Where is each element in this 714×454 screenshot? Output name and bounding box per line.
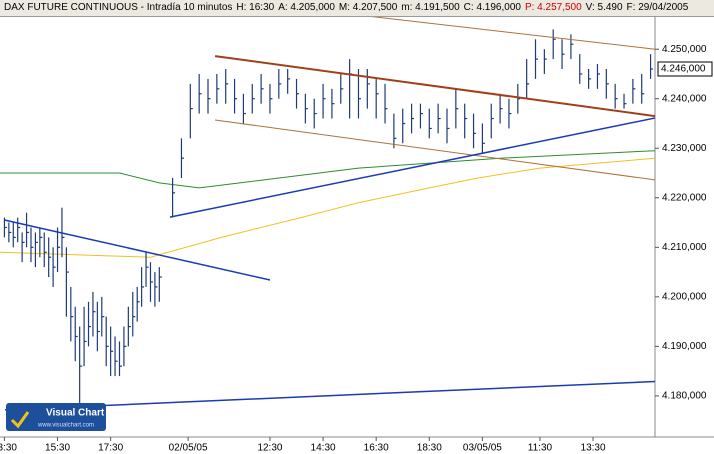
moving-average	[0, 150, 655, 189]
x-tick-label: 11:30	[528, 443, 553, 454]
last-price-box	[657, 61, 713, 77]
x-tick-label: 15:30	[45, 443, 70, 454]
x-tick-label: 17:30	[98, 443, 123, 454]
header-item: M: 4.207,500	[338, 2, 398, 13]
logo-box	[6, 403, 106, 431]
y-tick-label: 4.240,000	[662, 93, 707, 104]
y-tick-label: 4.200,000	[662, 291, 707, 302]
y-tick-label: 4.250,000	[662, 44, 707, 55]
logo-icon	[10, 411, 30, 429]
y-tick-label: 4.180,000	[662, 391, 707, 402]
x-tick-label: 18:30	[417, 443, 442, 454]
header-item: P: 4.257,500	[524, 2, 582, 13]
logo-url: www.visualchart.com	[37, 423, 94, 429]
y-tick-label: 4.220,000	[662, 192, 707, 203]
x-tick-label: 13:30	[0, 443, 17, 454]
trend-line	[215, 119, 655, 181]
x-tick-label: 13:30	[581, 443, 606, 454]
header-item: H: 16:30	[236, 2, 275, 13]
trend-line	[371, 17, 655, 50]
header-item: DAX FUTURE CONTINUOUS - Intradía 10 minu…	[4, 2, 233, 13]
header-item: F: 29/04/2005	[626, 2, 689, 13]
trend-line	[4, 380, 655, 411]
x-tick-label: 14:30	[311, 443, 336, 454]
header-item: C: 4.196,000	[463, 2, 521, 13]
x-tick-label: 02/05/05	[169, 443, 208, 454]
y-axis-area	[655, 17, 714, 454]
x-tick-label: 03/05/05	[463, 443, 502, 454]
trend-line	[169, 117, 655, 218]
logo: Visual Chart www.visualchart.com	[6, 403, 106, 431]
y-tick-label: 4.190,000	[662, 341, 707, 352]
x-tick-label: 16:30	[364, 443, 389, 454]
trend-line	[4, 219, 271, 281]
y-tick-label: 4.210,000	[662, 242, 707, 253]
header-item: A: 4.205,000	[278, 2, 335, 13]
header-item: m: 4.191,500	[401, 2, 460, 13]
moving-average	[0, 157, 655, 258]
logo-title: Visual Chart	[46, 408, 105, 419]
header-item: V: 5.490	[585, 2, 623, 13]
trend-line	[214, 55, 655, 118]
x-tick-label: 12:30	[257, 443, 282, 454]
last-price-label: 4.246,000	[661, 64, 706, 75]
y-tick-label: 4.230,000	[662, 143, 707, 154]
header-bar: DAX FUTURE CONTINUOUS - Intradía 10 minu…	[0, 0, 714, 17]
